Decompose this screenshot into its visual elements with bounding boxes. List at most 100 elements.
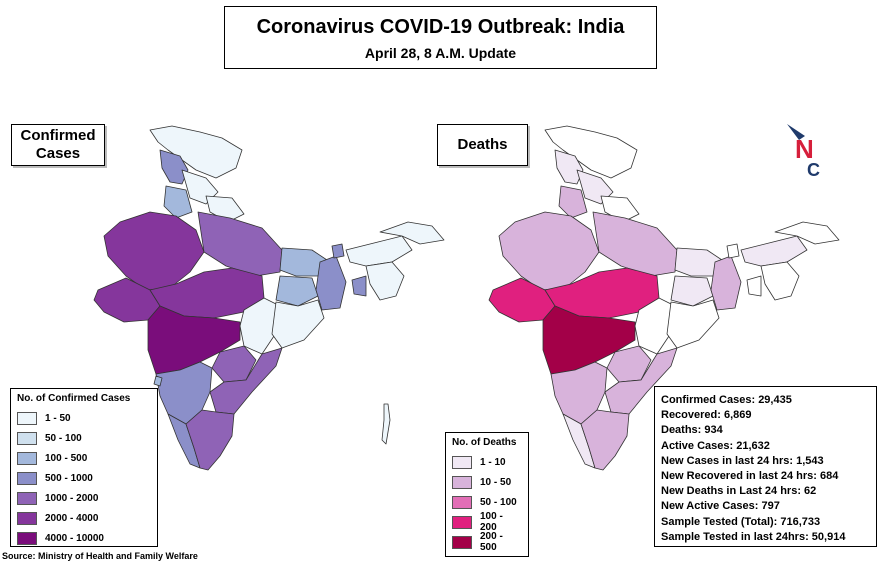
region-jk: [149, 125, 243, 179]
region-andhra-d: [604, 347, 678, 415]
region-goa: [153, 375, 163, 387]
region-punjab-d: [558, 185, 588, 219]
deaths-map: [488, 125, 840, 471]
legend-deaths-item: 100 - 200: [452, 511, 522, 533]
stat-row: Deaths: 934: [661, 424, 723, 437]
stat-row: Confirmed Cases: 29,435: [661, 394, 792, 406]
region-karnataka-d: [550, 361, 608, 425]
region-assam: [345, 235, 413, 267]
confirmed-cases-label: Confirmed Cases: [11, 124, 105, 166]
nc-logo: N C: [787, 124, 820, 180]
region-jharkhand-d: [670, 275, 714, 307]
stat-row: New Cases in last 24 hrs: 1,543: [661, 454, 824, 467]
legend-deaths-swatch: [452, 455, 472, 469]
region-maharashtra-d: [542, 305, 636, 375]
title-box: Coronavirus COVID-19 Outbreak: India Apr…: [224, 6, 657, 69]
region-karnataka: [155, 361, 213, 425]
legend-confirmed-label: 2000 - 4000: [45, 512, 99, 524]
region-sikkim: [331, 243, 345, 259]
region-up-d: [592, 211, 678, 277]
legend-confirmed-label: 4000 - 10000: [45, 532, 104, 544]
region-jk-d: [544, 125, 638, 179]
legend-deaths-label: 10 - 50: [480, 476, 512, 488]
legend-confirmed-label: 1 - 50: [45, 412, 71, 424]
region-arunachal: [379, 221, 445, 245]
legend-confirmed-label: 100 - 500: [45, 452, 88, 464]
region-ne-south-d: [760, 261, 800, 301]
legend-deaths-label: 200 - 500: [480, 531, 503, 553]
legend-confirmed-swatch: [17, 511, 37, 525]
legend-confirmed-swatch: [17, 471, 37, 485]
region-odisha-d: [666, 299, 720, 349]
region-westbengal-d: [710, 255, 742, 311]
region-chhattisgarh-d: [634, 297, 674, 355]
legend-deaths-label: 1 - 10: [480, 456, 506, 468]
region-ladakh-west: [159, 149, 189, 185]
region-assam-d: [740, 235, 808, 267]
region-punjab: [163, 185, 193, 219]
region-chhattisgarh: [239, 297, 279, 355]
region-up: [197, 211, 283, 277]
region-uttarakhand-d: [600, 195, 640, 223]
legend-confirmed-item: 1000 - 2000: [17, 488, 151, 508]
legend-deaths-swatch: [452, 515, 472, 529]
page-title: Coronavirus COVID-19 Outbreak: India: [256, 16, 625, 38]
logo-letter-c: C: [807, 160, 820, 180]
legend-confirmed-cases: No. of Confirmed Cases 1 - 50 50 - 100 100…: [10, 388, 158, 547]
legend-confirmed-swatch: [17, 411, 37, 425]
region-rajasthan: [103, 211, 205, 291]
legend-confirmed-item: 2000 - 4000: [17, 508, 151, 528]
region-andaman: [381, 403, 391, 445]
legend-deaths-swatch: [452, 495, 472, 509]
legend-deaths-swatch: [452, 535, 472, 549]
confirmed-map: [93, 125, 445, 471]
legend-confirmed-item: 4000 - 10000: [17, 528, 151, 548]
region-tripura: [351, 275, 367, 297]
stat-row: New Deaths in Last 24 hrs: 62: [661, 485, 817, 498]
region-uttarakhand: [205, 195, 245, 223]
stat-row: Recovered: 6,869: [661, 409, 752, 422]
legend-confirmed-item: 100 - 500: [17, 448, 151, 468]
region-tamilnadu: [185, 409, 235, 471]
region-maharashtra: [147, 305, 241, 375]
stat-row: New Recovered in last 24 hrs: 684: [661, 470, 839, 483]
legend-deaths-item: 10 - 50: [452, 472, 522, 492]
legend-deaths-label: 50 - 100: [480, 496, 517, 508]
region-sikkim-d: [726, 243, 740, 259]
stat-row: Active Cases: 21,632: [661, 439, 770, 452]
legend-deaths-swatch: [452, 475, 472, 489]
legend-confirmed-label: 1000 - 2000: [45, 492, 99, 504]
stat-row: Sample Tested (Total): 716,733: [661, 515, 821, 528]
region-odisha: [271, 299, 325, 349]
legend-confirmed-title: No. of Confirmed Cases: [17, 393, 131, 404]
legend-deaths-item: 1 - 10: [452, 452, 522, 472]
legend-deaths-item: 50 - 100: [452, 492, 522, 512]
region-jharkhand: [275, 275, 319, 307]
region-arunachal-d: [774, 221, 840, 245]
region-ne-south: [365, 261, 405, 301]
legend-deaths-title: No. of Deaths: [452, 437, 517, 448]
legend-confirmed-swatch: [17, 431, 37, 445]
legend-confirmed-swatch: [17, 451, 37, 465]
legend-deaths-label: 100 - 200: [480, 511, 503, 533]
stat-row: New Active Cases: 797: [661, 500, 780, 513]
legend-confirmed-item: 1 - 50: [17, 408, 151, 428]
stats-panel: Confirmed Cases: 29,435 Recovered: 6,869 D…: [654, 386, 877, 547]
legend-confirmed-label: 50 - 100: [45, 432, 82, 444]
page-subtitle: April 28, 8 A.M. Update: [364, 45, 517, 61]
region-ladakh-west-d: [554, 149, 584, 185]
stat-row: Sample Tested in last 24hrs: 50,914: [661, 530, 846, 543]
region-westbengal: [315, 255, 347, 311]
legend-deaths-item: 200 - 500: [452, 531, 522, 553]
region-andhra: [209, 347, 283, 415]
logo-letter-n: N: [795, 134, 814, 164]
confirmed-label-line2: Cases: [35, 145, 81, 162]
deaths-label: Deaths: [437, 124, 528, 166]
legend-confirmed-item: 500 - 1000: [17, 468, 151, 488]
legend-confirmed-label: 500 - 1000: [45, 472, 93, 484]
legend-confirmed-swatch: [17, 491, 37, 505]
legend-confirmed-item: 50 - 100: [17, 428, 151, 448]
legend-confirmed-swatch: [17, 531, 37, 545]
region-tamilnadu-d: [580, 409, 630, 471]
